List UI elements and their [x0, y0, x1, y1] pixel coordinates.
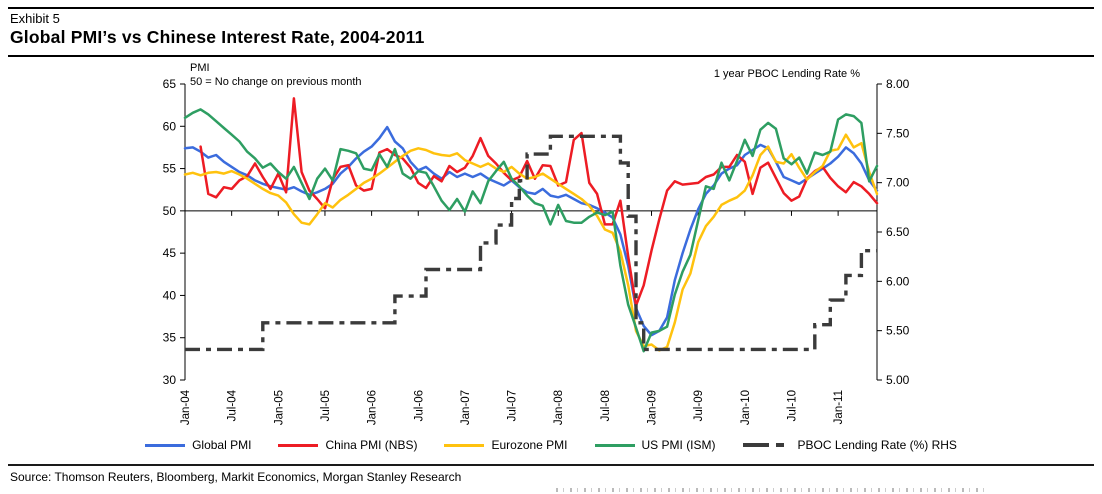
- chart-legend: Global PMI China PMI (NBS) Eurozone PMI US …: [0, 438, 1102, 452]
- legend-label: PBOC Lending Rate (%) RHS: [797, 438, 957, 452]
- right-axis-title: 1 year PBOC Lending Rate %: [713, 68, 860, 80]
- legend-label: Eurozone PMI: [491, 438, 568, 452]
- header-rule-bottom: [8, 55, 1094, 57]
- right-axis-tick-label: 7.00: [886, 176, 910, 190]
- series-pboc-lending-rate-rhs: [185, 134, 877, 352]
- left-axis-tick-label: 45: [163, 246, 177, 260]
- right-axis-tick-label: 5.00: [886, 373, 910, 387]
- legend-item-global-pmi: Global PMI: [145, 438, 251, 452]
- left-axis-tick-label: 30: [163, 373, 177, 387]
- x-axis-tick-label: Jul-05: [320, 390, 332, 421]
- legend-label: China PMI (NBS): [325, 438, 418, 452]
- left-axis-tick-label: 50: [163, 204, 177, 218]
- left-axis-tick-label: 35: [163, 331, 177, 345]
- series-global-pmi: [183, 125, 879, 337]
- source-line: Source: Thomson Reuters, Bloomberg, Mark…: [10, 470, 462, 484]
- left-axis-tick-label: 65: [163, 77, 177, 91]
- series-china-pmi-nbs: [199, 97, 879, 307]
- right-axis-tick-label: 6.50: [886, 225, 910, 239]
- left-axis-subtitle: 50 = No change on previous month: [190, 76, 362, 88]
- legend-swatch-global-pmi: [145, 443, 186, 447]
- x-axis-tick-label: Jul-09: [693, 390, 705, 421]
- legend-swatch-us-pmi-ism: [594, 443, 635, 447]
- x-axis-tick-label: Jan-11: [833, 390, 845, 424]
- legend-item-eurozone-pmi: Eurozone PMI: [444, 438, 568, 452]
- left-axis-tick-label: 55: [163, 162, 177, 176]
- legend-item-china-pmi-nbs: China PMI (NBS): [278, 438, 417, 452]
- clipped-text-artifact: [556, 488, 986, 492]
- left-axis-tick-label: 60: [163, 119, 177, 133]
- legend-item-pboc-lending-rate-rhs: PBOC Lending Rate (%) RHS: [742, 438, 957, 452]
- x-axis-tick-label: Jul-10: [786, 390, 798, 421]
- series-us-pmi-ism: [183, 108, 879, 353]
- x-axis-tick-label: Jan-07: [460, 390, 472, 425]
- x-axis-tick-label: Jan-04: [180, 389, 192, 425]
- x-axis-tick-label: Jan-10: [740, 390, 752, 425]
- footer-rule: [8, 464, 1094, 466]
- legend-swatch-eurozone-pmi: [444, 443, 485, 447]
- page-title: Global PMI’s vs Chinese Interest Rate, 2…: [10, 27, 425, 47]
- exhibit-label: Exhibit 5: [10, 11, 60, 26]
- x-axis-tick-label: Jul-06: [413, 390, 425, 421]
- x-axis-tick-label: Jan-09: [647, 390, 659, 425]
- x-axis-tick-label: Jan-06: [367, 390, 379, 425]
- x-axis-tick-label: Jan-05: [273, 390, 285, 425]
- legend-swatch-china-pmi-nbs: [278, 443, 319, 447]
- x-axis-tick-label: Jul-07: [507, 390, 519, 421]
- series-eurozone-pmi: [183, 133, 879, 352]
- header-rule-top: [8, 7, 1094, 9]
- x-axis-tick-label: Jul-04: [227, 389, 239, 421]
- left-axis-title: PMI: [190, 62, 210, 74]
- x-axis-tick-label: Jul-08: [600, 390, 612, 421]
- left-axis-tick-label: 40: [163, 288, 177, 302]
- right-axis-tick-label: 5.50: [886, 324, 910, 338]
- right-axis-tick-label: 8.00: [886, 77, 910, 91]
- x-axis-tick-label: Jan-08: [553, 390, 565, 425]
- legend-swatch-pboc-lending-rate-rhs: [742, 443, 791, 447]
- legend-label: US PMI (ISM): [641, 438, 716, 452]
- right-axis-tick-label: 6.00: [886, 274, 910, 288]
- right-axis-tick-label: 7.50: [886, 126, 910, 140]
- legend-item-us-pmi-ism: US PMI (ISM): [594, 438, 716, 452]
- legend-label: Global PMI: [192, 438, 252, 452]
